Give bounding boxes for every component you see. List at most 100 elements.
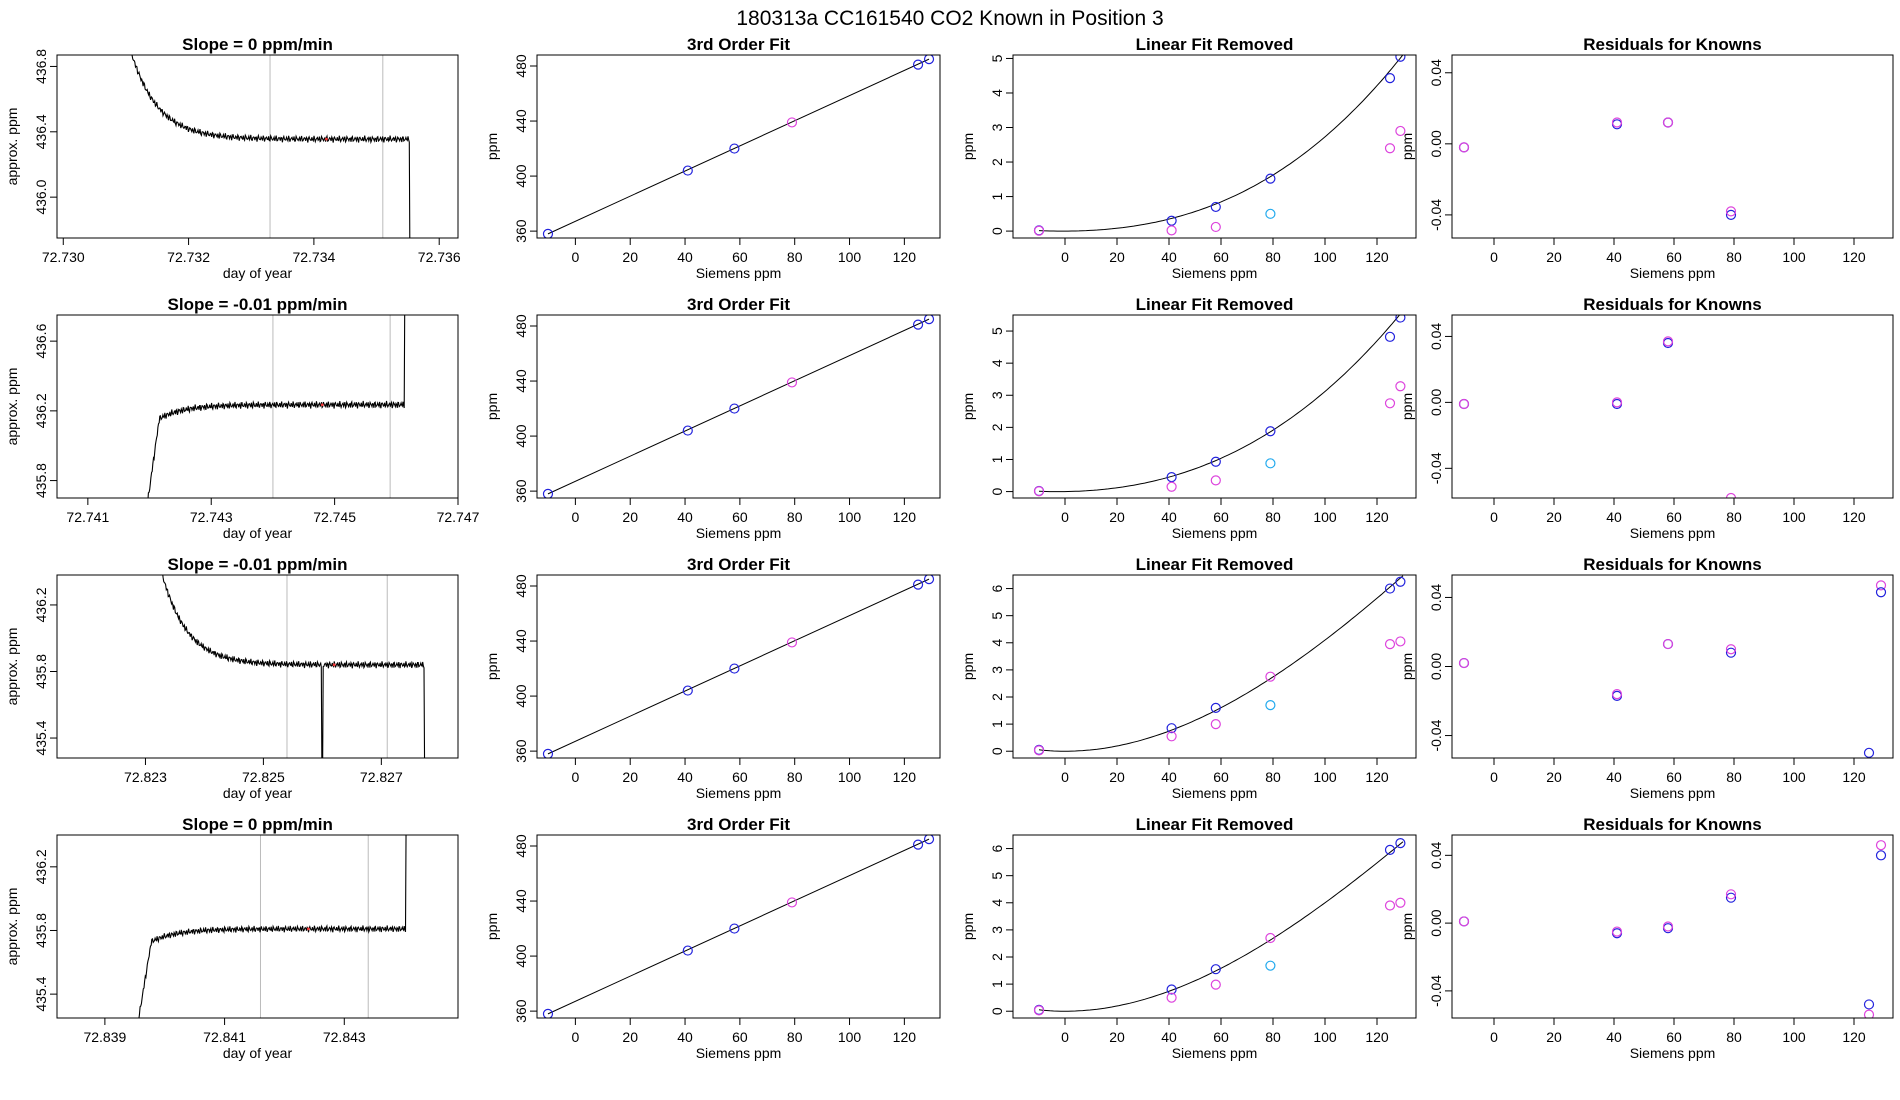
y-tick-label: 436.6 xyxy=(33,323,49,358)
data-point xyxy=(1395,381,1406,392)
x-tick-label: 40 xyxy=(1606,1029,1622,1045)
y-tick-label: 5 xyxy=(989,327,1005,335)
x-tick-label: 20 xyxy=(1546,1029,1562,1045)
data-point xyxy=(1265,208,1276,219)
plot-area xyxy=(542,575,935,758)
data-point xyxy=(1384,900,1396,911)
y-tick-label: 400 xyxy=(513,424,529,448)
x-axis-label: Siemens ppm xyxy=(696,265,782,281)
y-tick-label: 5 xyxy=(989,872,1005,880)
plot-frame xyxy=(1012,574,1417,759)
x-tick-label: 72.841 xyxy=(203,1029,246,1045)
x-tick-label: 100 xyxy=(838,769,862,785)
x-tick-label: 72.839 xyxy=(83,1029,126,1045)
x-tick-label: 72.743 xyxy=(190,509,233,525)
panel-title: Slope = 0 ppm/min xyxy=(182,815,333,834)
sample-marker xyxy=(325,137,328,141)
data-point xyxy=(1166,481,1177,492)
data-point xyxy=(1875,850,1887,861)
panel-grid: Slope = 0 ppm/min 72.730 72.732 72.734 72.73… xyxy=(4,35,1894,1061)
panel-title: Linear Fit Removed xyxy=(1136,815,1294,834)
plot-area xyxy=(131,55,411,238)
data-point xyxy=(1033,225,1045,236)
x-tick-label: 0 xyxy=(571,769,579,785)
data-point xyxy=(1725,206,1737,217)
x-tick-label: 0 xyxy=(571,1029,579,1045)
x-tick-label: 80 xyxy=(787,769,803,785)
panel: Linear Fit Removed 0 20 40 60 80 100 120 0 1 2 3 4 5 6… xyxy=(960,555,1417,801)
data-point xyxy=(729,923,740,934)
x-tick-label: 100 xyxy=(1313,1029,1337,1045)
x-tick-label: 0 xyxy=(1061,1029,1069,1045)
plot-area xyxy=(147,315,406,498)
x-tick-label: 80 xyxy=(1726,509,1742,525)
x-tick-label: 80 xyxy=(787,509,803,525)
x-axis-label: Siemens ppm xyxy=(1172,525,1258,541)
data-point xyxy=(1166,723,1177,734)
data-point xyxy=(1725,647,1737,658)
data-point xyxy=(1384,331,1396,342)
x-tick-label: 100 xyxy=(1313,249,1337,265)
y-tick-label: 400 xyxy=(513,164,529,188)
data-point xyxy=(1210,979,1221,990)
data-point xyxy=(682,685,693,696)
y-tick-label: 2 xyxy=(989,423,1005,431)
y-tick-label: 1 xyxy=(989,192,1005,200)
x-tick-label: 120 xyxy=(1842,769,1866,785)
fit-curve xyxy=(1038,575,1404,752)
x-tick-label: 20 xyxy=(622,769,638,785)
data-point xyxy=(1384,73,1396,84)
plot-area xyxy=(1033,315,1406,497)
data-point xyxy=(1166,472,1177,483)
data-point xyxy=(1725,209,1737,221)
x-tick-label: 0 xyxy=(1061,769,1069,785)
panel: 3rd Order Fit 0 20 40 60 80 100 120 360 400 440 480… xyxy=(484,555,941,801)
plot-area xyxy=(1033,575,1406,756)
data-point xyxy=(1210,702,1221,713)
x-tick-label: 60 xyxy=(732,769,748,785)
panel: Linear Fit Removed 0 20 40 60 80 100 120 0 1 2 3 4 5 S… xyxy=(960,35,1417,281)
x-tick-label: 0 xyxy=(571,249,579,265)
x-tick-label: 0 xyxy=(571,509,579,525)
x-tick-label: 120 xyxy=(1842,1029,1866,1045)
y-tick-label: 435.4 xyxy=(33,976,49,1011)
panel-title: Residuals for Knowns xyxy=(1583,815,1762,834)
x-tick-label: 80 xyxy=(1726,249,1742,265)
y-tick-label: 400 xyxy=(513,684,529,708)
y-tick-label: 0.00 xyxy=(1428,653,1444,680)
x-axis-label: Siemens ppm xyxy=(696,525,782,541)
plot-frame xyxy=(1451,574,1894,759)
x-tick-label: 100 xyxy=(1782,249,1806,265)
y-tick-label: 480 xyxy=(513,54,529,78)
data-point xyxy=(729,143,740,154)
data-point xyxy=(1611,689,1623,700)
plot-frame xyxy=(536,54,941,239)
y-tick-label: 3 xyxy=(989,391,1005,399)
data-point xyxy=(1033,1005,1045,1016)
x-tick-label: 120 xyxy=(1365,249,1389,265)
x-tick-label: 100 xyxy=(1313,509,1337,525)
data-point xyxy=(1725,889,1737,900)
y-tick-label: 3 xyxy=(989,926,1005,934)
y-axis-label: ppm xyxy=(960,653,976,680)
data-point xyxy=(1166,225,1177,236)
y-tick-label: 440 xyxy=(513,369,529,393)
fit-curve xyxy=(1038,55,1404,232)
x-tick-label: 0 xyxy=(1490,249,1498,265)
y-axis-label: ppm xyxy=(484,653,500,680)
data-point xyxy=(1875,580,1887,591)
panel: 3rd Order Fit 0 20 40 60 80 100 120 360 400 440 480… xyxy=(484,815,941,1061)
x-tick-label: 60 xyxy=(1213,1029,1229,1045)
y-tick-label: 4 xyxy=(989,639,1005,647)
data-point xyxy=(1458,398,1470,410)
y-tick-label: 436.8 xyxy=(33,49,49,84)
panel-title: 3rd Order Fit xyxy=(687,555,790,574)
y-tick-label: 3 xyxy=(989,666,1005,674)
y-axis-label: approx. ppm xyxy=(4,628,20,706)
data-point xyxy=(1863,747,1875,758)
x-tick-label: 72.741 xyxy=(66,509,109,525)
data-point xyxy=(1033,486,1045,497)
data-point xyxy=(912,839,924,850)
y-tick-label: 0.00 xyxy=(1428,389,1444,416)
panel: Slope = -0.01 ppm/min 72.741 72.743 72.745 7… xyxy=(4,295,480,541)
